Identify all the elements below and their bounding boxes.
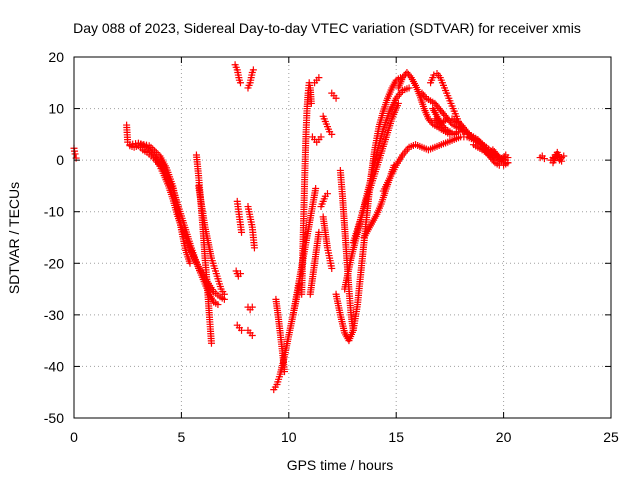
y-tick-label: -50 (44, 410, 64, 426)
data-series-pass-38 (485, 146, 512, 164)
x-tick-label: 5 (178, 429, 186, 445)
x-tick-label: 0 (70, 429, 78, 445)
data-series-pass-11 (233, 321, 246, 334)
data-series-pass-30 (379, 133, 510, 195)
data-series-pass-05 (195, 182, 228, 298)
data-points (70, 61, 568, 394)
data-series-pass-27 (341, 84, 413, 293)
x-tick-label: 25 (603, 429, 619, 445)
data-series-pass-01 (123, 121, 228, 303)
data-series-pass-06 (231, 61, 244, 87)
chart-title: Day 088 of 2023, Sidereal Day-to-day VTE… (73, 20, 581, 36)
data-series-pass-12 (244, 303, 256, 314)
data-series-pass-18 (306, 228, 323, 298)
data-series-pass-24 (328, 89, 340, 102)
data-series-pass-23 (311, 74, 323, 87)
x-tick-label: 15 (388, 429, 404, 445)
data-series-pass-28 (349, 99, 402, 247)
y-tick-label: -20 (44, 255, 64, 271)
x-axis-label: GPS time / hours (287, 457, 394, 473)
data-series-pass-21 (308, 133, 325, 146)
data-series-pass-37 (478, 143, 512, 169)
data-series-pass-20 (319, 213, 336, 272)
data-series-pass-41 (549, 148, 566, 167)
data-series-pass-35 (429, 105, 458, 138)
x-tick-label: 10 (281, 429, 297, 445)
data-series-pass-03 (134, 140, 194, 267)
data-series-pass-17 (298, 79, 315, 298)
data-series-pass-39 (536, 152, 548, 163)
y-tick-label: 0 (56, 152, 64, 168)
y-tick-label: -10 (44, 204, 64, 220)
tick-labels: 0 5 10 15 20 25 -50 -40 -30 -20 -10 0 10 20 (44, 49, 619, 445)
data-series-pass-08 (233, 197, 246, 236)
y-tick-label: -30 (44, 307, 64, 323)
y-tick-label: 20 (48, 49, 64, 65)
y-axis-label: SDTVAR / TECUs (6, 182, 22, 294)
x-tick-label: 20 (496, 429, 512, 445)
grid-layer (74, 57, 611, 418)
y-tick-label: -40 (44, 358, 64, 374)
data-series-pass-00 (70, 144, 80, 162)
data-series-pass-09 (244, 203, 258, 252)
data-series-pass-15 (272, 295, 289, 376)
data-series-pass-19 (317, 190, 331, 211)
axis-ticks (73, 56, 612, 419)
data-series-pass-13 (244, 326, 256, 339)
data-series-pass-10 (232, 267, 244, 280)
data-series-pass-22 (319, 112, 336, 138)
plot-frame (73, 56, 612, 419)
y-tick-label: 10 (48, 101, 64, 117)
data-series-pass-07 (244, 66, 257, 92)
